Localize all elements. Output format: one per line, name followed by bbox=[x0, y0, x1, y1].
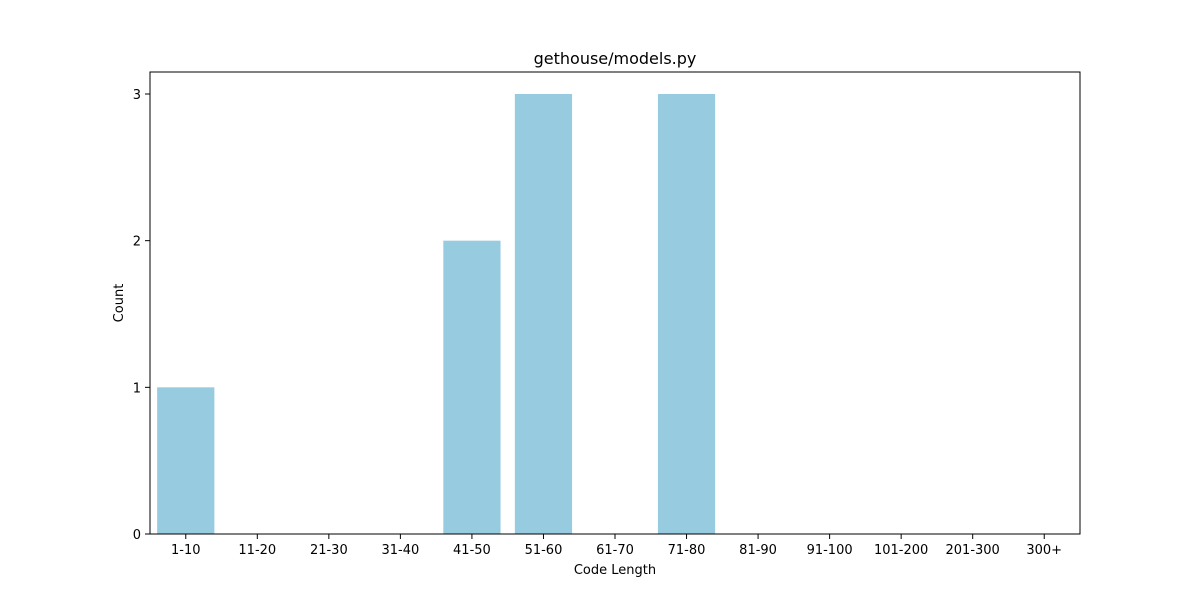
chart-title: gethouse/models.py bbox=[534, 49, 697, 68]
bar-41-50 bbox=[443, 240, 501, 534]
x-tick-label: 300+ bbox=[1026, 543, 1062, 558]
x-tick-label: 51-60 bbox=[525, 543, 563, 558]
bar-1-10 bbox=[157, 387, 215, 534]
x-tick-label: 101-200 bbox=[874, 543, 928, 558]
x-tick-label: 41-50 bbox=[453, 543, 491, 558]
bar-71-80 bbox=[657, 94, 716, 534]
y-axis-label: Count bbox=[112, 284, 127, 323]
x-tick-label: 81-90 bbox=[739, 543, 777, 558]
y-tick-label: 1 bbox=[133, 381, 141, 396]
x-tick-label: 201-300 bbox=[946, 543, 1000, 558]
x-axis-label: Code Length bbox=[574, 563, 656, 578]
x-tick-label: 91-100 bbox=[807, 543, 853, 558]
x-axis-ticks: 1-10 11-20 21-30 31-40 41-50 51-60 61-70 71-80 8… bbox=[171, 534, 1062, 558]
y-axis-ticks: 0 1 2 3 bbox=[133, 88, 150, 543]
x-tick-label: 21-30 bbox=[310, 543, 348, 558]
y-tick-label: 3 bbox=[133, 88, 141, 103]
plot-frame bbox=[149, 71, 1081, 535]
x-tick-label: 31-40 bbox=[381, 543, 419, 558]
x-tick-label: 11-20 bbox=[238, 543, 276, 558]
bars-group bbox=[157, 94, 716, 534]
y-tick-label: 0 bbox=[133, 528, 141, 543]
y-tick-label: 2 bbox=[133, 235, 141, 250]
x-tick-label: 61-70 bbox=[596, 543, 634, 558]
x-tick-label: 1-10 bbox=[171, 543, 201, 558]
bar-51-60 bbox=[514, 94, 573, 534]
x-tick-label: 71-80 bbox=[668, 543, 706, 558]
